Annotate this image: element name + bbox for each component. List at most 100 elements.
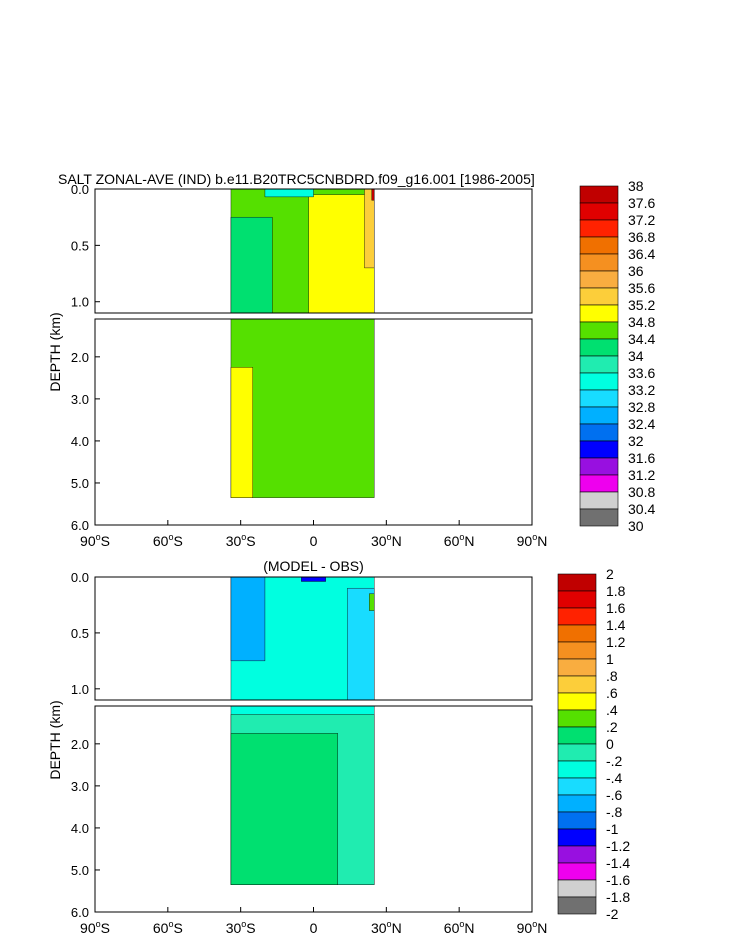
- x-tick-number: 30: [371, 533, 387, 549]
- colorbar-swatch: [557, 658, 597, 677]
- x-tick-label: 90oN: [517, 532, 548, 549]
- field-region-0: [230, 319, 375, 498]
- x-tick-number: 0: [310, 920, 318, 936]
- colorbar-label: 30.8: [628, 484, 655, 500]
- x-tick-label: 60oN: [444, 532, 475, 549]
- x-tick-hemisphere: S: [101, 920, 110, 936]
- colorbar-swatch: [557, 862, 597, 881]
- y-tick-label: 1.0: [71, 295, 89, 310]
- colorbar-label: 36.4: [628, 246, 655, 262]
- x-tick-hemisphere: N: [392, 533, 402, 549]
- upper-plot-frame: [94, 188, 533, 314]
- colorbar-swatch: [579, 304, 619, 323]
- colorbar-swatch: [579, 185, 619, 204]
- colorbar-label: 34.4: [628, 331, 655, 347]
- colorbar-label: .6: [606, 685, 618, 701]
- x-tick-label: 60oN: [444, 919, 475, 936]
- y-tick-label: 4.0: [71, 821, 89, 836]
- colorbar-swatch: [579, 508, 619, 527]
- x-tick-hemisphere: N: [392, 920, 402, 936]
- colorbar-label: 1.2: [606, 634, 626, 650]
- colorbar-label: 36.8: [628, 229, 655, 245]
- field-region-3: [230, 216, 273, 313]
- x-tick-hemisphere: N: [464, 920, 474, 936]
- colorbar-label: 0: [606, 736, 614, 752]
- colorbar-swatch: [579, 423, 619, 442]
- x-tick-hemisphere: N: [537, 533, 547, 549]
- degree-sign: o: [387, 532, 392, 542]
- y-axis-label: DEPTH (km): [47, 312, 63, 391]
- colorbar-swatch: [557, 828, 597, 847]
- panel-salinity: SALT ZONAL-AVE (IND) b.e11.B20TRC5CNBDRD…: [47, 171, 655, 549]
- panel-model-minus-obs: (MODEL - OBS) 0.0 0.5 1.0 2.0 3.0 4.0 5.0 6.0 DEP…: [47, 558, 630, 936]
- colorbar-label: -.6: [606, 787, 623, 803]
- x-tick-label: 30oN: [371, 919, 402, 936]
- colorbar-label: 34.8: [628, 314, 655, 330]
- lower-field-layer: [230, 319, 375, 498]
- colorbar-swatch: [557, 896, 597, 915]
- field-region-2: [230, 367, 254, 498]
- degree-sign: o: [532, 532, 537, 542]
- colorbar-label: 32.4: [628, 416, 655, 432]
- colorbar-label: 33.2: [628, 382, 655, 398]
- field-region-4: [264, 189, 314, 198]
- x-tick-number: 90: [517, 920, 533, 936]
- colorbar-label: 1.4: [606, 617, 626, 633]
- colorbar-swatch: [557, 709, 597, 728]
- degree-sign: o: [168, 919, 173, 929]
- colorbar-swatch: [579, 236, 619, 255]
- field-region-6: [369, 593, 375, 611]
- degree-sign: o: [532, 919, 537, 929]
- x-tick-number: 90: [80, 533, 96, 549]
- colorbar-swatch: [557, 641, 597, 660]
- y-tick-label: 0.0: [71, 182, 89, 197]
- x-tick-number: 0: [310, 533, 318, 549]
- colorbar-swatch: [579, 474, 619, 493]
- colorbar-swatch: [579, 219, 619, 238]
- x-tick-label: 0: [310, 920, 318, 936]
- colorbar-label: 38: [628, 178, 644, 194]
- x-tick-label: 90oS: [80, 532, 110, 549]
- colorbar-label: 1.8: [606, 583, 626, 599]
- x-tick-number: 60: [153, 533, 169, 549]
- colorbar-swatch: [557, 607, 597, 626]
- colorbar-swatch: [557, 845, 597, 864]
- colorbar-label: -1.4: [606, 855, 630, 871]
- colorbar-label: 32.8: [628, 399, 655, 415]
- y-tick-label: 0.5: [71, 238, 89, 253]
- x-tick-label: 30oS: [226, 919, 256, 936]
- y-tick-label: 2.0: [71, 350, 89, 365]
- colorbar-swatch: [579, 321, 619, 340]
- colorbar-label: 35.6: [628, 280, 655, 296]
- colorbar-swatch: [579, 355, 619, 374]
- degree-sign: o: [96, 919, 101, 929]
- colorbar-swatch: [557, 590, 597, 609]
- colorbar-swatch: [557, 879, 597, 898]
- x-tick-label: 30oS: [226, 532, 256, 549]
- upper-plot-frame: [94, 576, 533, 701]
- colorbar-swatch: [557, 777, 597, 796]
- x-tick-label: 60oS: [153, 532, 183, 549]
- colorbar-swatch: [579, 270, 619, 289]
- upper-field-layer: [230, 577, 375, 700]
- colorbar-swatch: [579, 202, 619, 221]
- x-tick-label: 90oS: [80, 919, 110, 936]
- colorbar-label: 31.6: [628, 450, 655, 466]
- colorbar-swatch: [579, 389, 619, 408]
- y-tick-label: 2.0: [71, 737, 89, 752]
- chart-title: (MODEL - OBS): [263, 558, 364, 574]
- colorbar-label: 1.6: [606, 600, 626, 616]
- colorbar-swatch: [579, 491, 619, 510]
- colorbar-label: 31.2: [628, 467, 655, 483]
- y-tick-label: 0.0: [71, 570, 89, 585]
- x-tick-number: 30: [371, 920, 387, 936]
- colorbar-label: .4: [606, 702, 618, 718]
- x-tick-number: 30: [226, 533, 242, 549]
- colorbar-label: 30.4: [628, 501, 655, 517]
- field-region-6: [371, 189, 375, 201]
- x-tick-label: 90oN: [517, 919, 548, 936]
- y-axis-label: DEPTH (km): [47, 700, 63, 779]
- x-tick-hemisphere: S: [173, 533, 182, 549]
- colorbar-swatch: [579, 440, 619, 459]
